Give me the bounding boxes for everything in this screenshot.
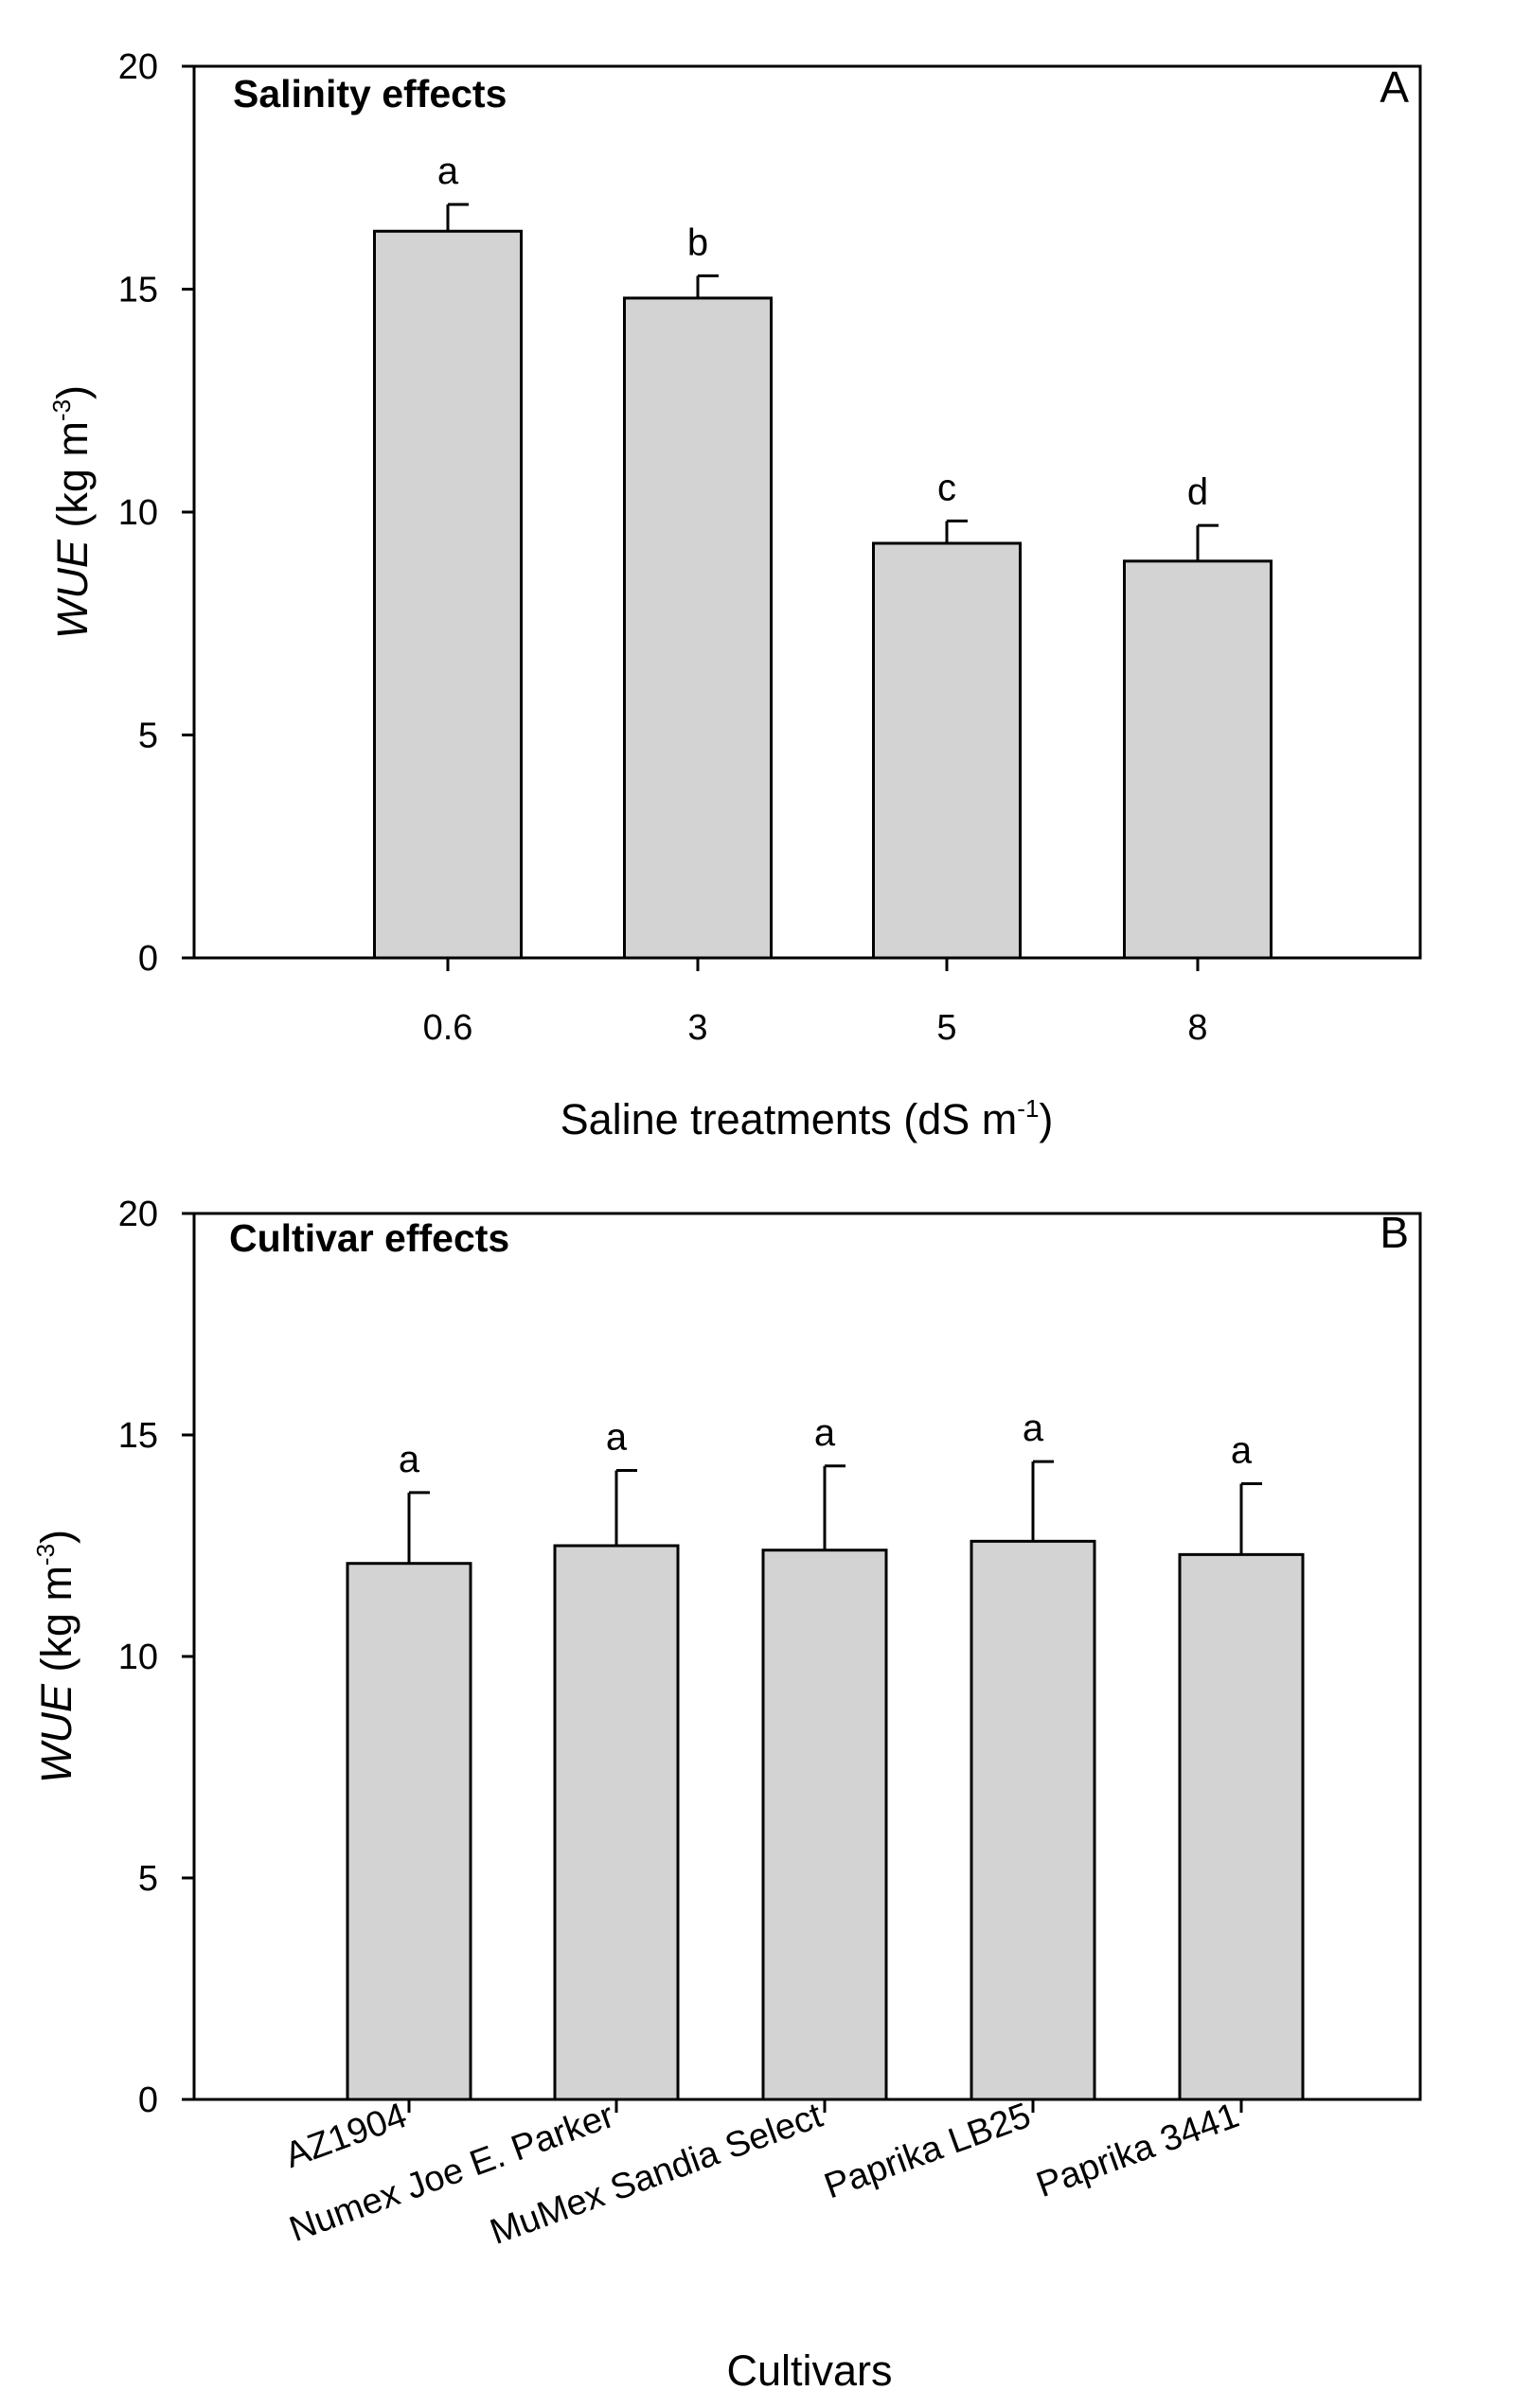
panel-b-bar: [346, 1562, 472, 2101]
panel-a-bar: [373, 229, 523, 960]
panel-a-y-axis-title: WUE (kg m-3): [47, 385, 97, 639]
panel-a-title: Salinity effects: [233, 72, 507, 115]
panel-b-bar: [1178, 1552, 1305, 2101]
panel-a-x-category-label: 3: [687, 1008, 707, 1048]
panel-a-significance-letter: a: [437, 150, 459, 192]
panel-a-y-axis: 0 5 10 15 20: [118, 47, 194, 979]
panel-b-significance-letter: a: [1023, 1408, 1044, 1449]
panel-a-significance-letter: d: [1187, 471, 1208, 513]
panel-a-y-tick-label: 15: [118, 271, 158, 310]
panel-a-letter: A: [1380, 62, 1409, 112]
panel-a-x-axis-title: Saline treatments (dS m-1): [561, 1094, 1054, 1143]
panel-b-significance-letter: a: [1231, 1429, 1253, 1471]
panel-a-significance-letter: b: [687, 221, 708, 263]
panel-a-y-tick-label: 5: [138, 717, 158, 756]
panel-b-significance-letter: a: [399, 1439, 420, 1480]
panel-b-bar: [553, 1544, 680, 2101]
panel-a-bar: [623, 296, 773, 960]
panel-b-title: Cultivar effects: [229, 1216, 509, 1260]
panel-a-bars: a b c d: [373, 150, 1273, 960]
panel-a-x-category-label: 8: [1187, 1008, 1207, 1048]
panel-a-bar: [1123, 559, 1273, 960]
panel-b-bars: aa a aa: [346, 1408, 1305, 2101]
panel-a-y-tick-label: 0: [138, 939, 158, 979]
panel-b-bar: [970, 1539, 1096, 2101]
panel-b-y-axis: 0 5 10 15 20: [118, 1195, 194, 2120]
panel-b-y-tick-label: 10: [118, 1638, 158, 1677]
panel-b-y-tick-label: 15: [118, 1416, 158, 1456]
panel-a-x-category-label: 0.6: [423, 1008, 473, 1048]
panel-a-y-tick-label: 10: [118, 493, 158, 533]
panel-b-letter: B: [1380, 1208, 1409, 1257]
panel-a-x-axis: 0.6 3 5 8: [423, 958, 1208, 1048]
panel-b-y-axis-title: WUE (kg m-3): [31, 1530, 80, 1783]
panel-a-significance-letter: c: [937, 467, 956, 508]
panel-b-y-tick-label: 0: [138, 2080, 158, 2120]
panel-a-x-category-label: 5: [936, 1008, 956, 1048]
panel-b-significance-letter: a: [814, 1412, 836, 1454]
panel-b-bar: [761, 1549, 888, 2101]
panel-b-significance-letter: a: [606, 1416, 628, 1458]
panel-b-x-axis-title: Cultivars: [726, 2346, 892, 2395]
panel-b-y-tick-label: 20: [118, 1195, 158, 1234]
panel-b-y-tick-label: 5: [138, 1859, 158, 1899]
panel-a-y-tick-label: 20: [118, 47, 158, 87]
panel-a-bar: [872, 541, 1022, 960]
